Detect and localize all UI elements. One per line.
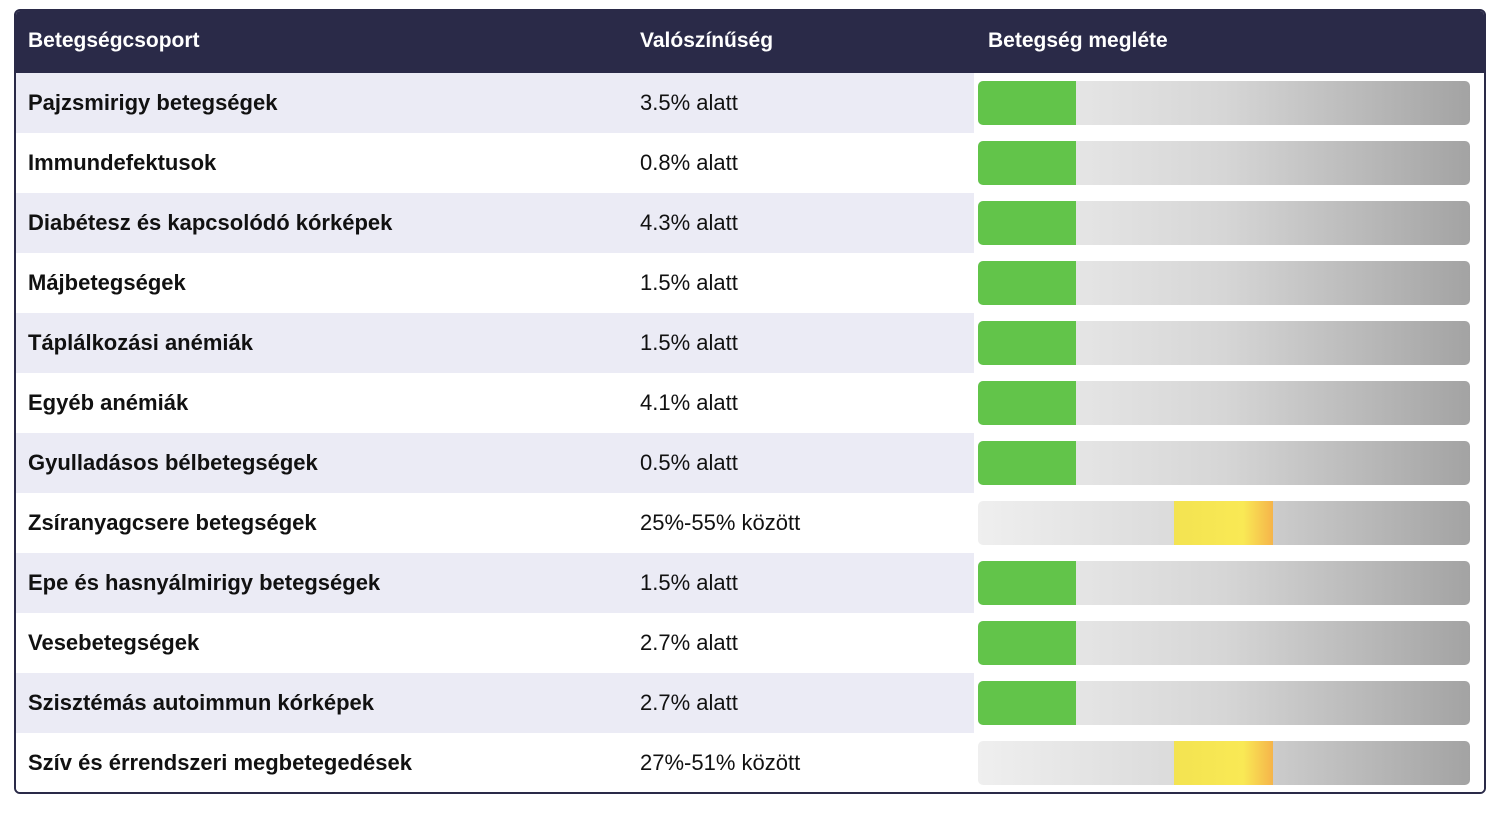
disease-group-name: Táplálkozási anémiák [28, 330, 253, 355]
risk-bar [978, 441, 1470, 485]
probability-value: 1.5% alatt [640, 270, 738, 295]
presence-cell [974, 613, 1484, 673]
disease-group-name: Diabétesz és kapcsolódó kórképek [28, 210, 393, 235]
probability-value: 27%-51% között [640, 750, 801, 775]
probability-value: 4.1% alatt [640, 390, 738, 415]
risk-bar [978, 321, 1470, 365]
risk-indicator-low [978, 141, 1076, 185]
disease-group-name: Pajzsmirigy betegségek [28, 90, 278, 115]
risk-indicator-low [978, 441, 1076, 485]
table-row: Májbetegségek 1.5% alatt [16, 253, 1484, 313]
risk-indicator-low [978, 321, 1076, 365]
risk-bar [978, 381, 1470, 425]
risk-indicator-medium [1174, 741, 1273, 785]
disease-group-name: Zsíranyagcsere betegségek [28, 510, 317, 535]
risk-indicator-medium [1174, 501, 1273, 545]
presence-cell [974, 133, 1484, 193]
header-group: Betegségcsoport [28, 29, 200, 52]
probability-value: 25%-55% között [640, 510, 801, 535]
probability-value: 0.5% alatt [640, 450, 738, 475]
risk-bar [978, 201, 1470, 245]
table-row: Szisztémás autoimmun kórképek 2.7% alatt [16, 673, 1484, 733]
header-presence: Betegség megléte [988, 29, 1168, 52]
risk-bar [978, 681, 1470, 725]
disease-group-name: Immundefektusok [28, 150, 217, 175]
table-row: Zsíranyagcsere betegségek 25%-55% között [16, 493, 1484, 553]
table-row: Egyéb anémiák 4.1% alatt [16, 373, 1484, 433]
risk-bar [978, 261, 1470, 305]
presence-cell [974, 733, 1484, 792]
table-row: Diabétesz és kapcsolódó kórképek 4.3% ala… [16, 193, 1484, 253]
table-row: Pajzsmirigy betegségek 3.5% alatt [16, 73, 1484, 133]
risk-bar [978, 621, 1470, 665]
probability-value: 2.7% alatt [640, 630, 738, 655]
table-row: Immundefektusok 0.8% alatt [16, 133, 1484, 193]
risk-indicator-low [978, 681, 1076, 725]
presence-cell [974, 373, 1484, 433]
presence-cell [974, 313, 1484, 373]
probability-value: 0.8% alatt [640, 150, 738, 175]
presence-cell [974, 253, 1484, 313]
table-row: Vesebetegségek 2.7% alatt [16, 613, 1484, 673]
disease-group-name: Májbetegségek [28, 270, 186, 295]
disease-group-name: Vesebetegségek [28, 630, 200, 655]
disease-group-name: Gyulladásos bélbetegségek [28, 450, 318, 475]
risk-bar [978, 141, 1470, 185]
presence-cell [974, 673, 1484, 733]
presence-cell [974, 433, 1484, 493]
probability-value: 2.7% alatt [640, 690, 738, 715]
table-row: Szív és érrendszeri megbetegedések 27%-51… [16, 733, 1484, 792]
table-header: Betegségcsoport Valószínűség Betegség me… [16, 11, 1484, 73]
table-row: Gyulladásos bélbetegségek 0.5% alatt [16, 433, 1484, 493]
disease-group-name: Szív és érrendszeri megbetegedések [28, 750, 412, 775]
disease-group-name: Egyéb anémiák [28, 390, 189, 415]
probability-value: 1.5% alatt [640, 570, 738, 595]
table-body: Pajzsmirigy betegségek 3.5% alatt Immundef… [16, 73, 1484, 792]
header-probability: Valószínűség [640, 29, 774, 52]
probability-value: 1.5% alatt [640, 330, 738, 355]
risk-indicator-low [978, 561, 1076, 605]
presence-cell [974, 553, 1484, 613]
risk-bar [978, 561, 1470, 605]
risk-indicator-low [978, 201, 1076, 245]
presence-cell [974, 73, 1484, 133]
risk-indicator-low [978, 261, 1076, 305]
table-row: Epe és hasnyálmirigy betegségek 1.5% alat… [16, 553, 1484, 613]
disease-group-name: Epe és hasnyálmirigy betegségek [28, 570, 381, 595]
table-row: Táplálkozási anémiák 1.5% alatt [16, 313, 1484, 373]
probability-value: 3.5% alatt [640, 90, 738, 115]
risk-bar [978, 741, 1470, 785]
risk-indicator-low [978, 621, 1076, 665]
presence-cell [974, 493, 1484, 553]
risk-bar [978, 501, 1470, 545]
probability-value: 4.3% alatt [640, 210, 738, 235]
presence-cell [974, 193, 1484, 253]
risk-indicator-low [978, 381, 1076, 425]
risk-indicator-low [978, 81, 1076, 125]
risk-bar [978, 81, 1470, 125]
disease-group-name: Szisztémás autoimmun kórképek [28, 690, 375, 715]
disease-table: Betegségcsoport Valószínűség Betegség me… [14, 9, 1486, 794]
